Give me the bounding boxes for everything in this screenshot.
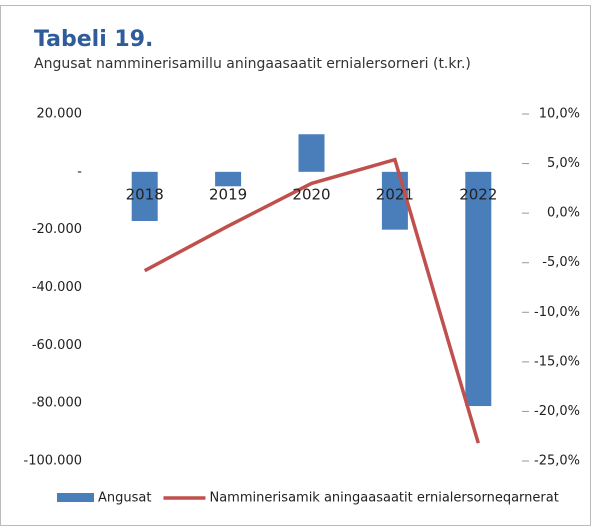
x-tick-label: 2020: [292, 185, 330, 203]
frame: [0, 5, 591, 526]
legend-swatch: [57, 493, 94, 502]
y-tick-label: -40.000: [32, 280, 82, 295]
chart-title: Tabeli 19.: [34, 27, 153, 52]
y2-tick-label: -10,0%: [534, 305, 580, 320]
y2-tick-label: 5,0%: [547, 156, 580, 171]
y-tick-label: -: [77, 164, 82, 179]
y-tick-label: -20.000: [32, 222, 82, 237]
legend-label: Namminerisamik aningaasaatit ernialersor…: [209, 491, 558, 506]
y-tick-label: -60.000: [32, 338, 82, 353]
y2-tick-label: -15,0%: [534, 354, 580, 369]
x-tick-label: 2018: [126, 185, 164, 203]
x-tick-label: 2021: [376, 185, 414, 203]
bar: [131, 171, 158, 221]
x-tick-label: 2022: [459, 185, 497, 203]
bar: [381, 171, 408, 230]
y2-tick-label: 10,0%: [539, 107, 580, 122]
bar: [298, 134, 325, 172]
legend-label: Angusat: [98, 491, 151, 506]
y-tick-label: -100.000: [24, 454, 82, 469]
y2-tick-label: -5,0%: [542, 255, 580, 270]
y2-tick-label: 0,0%: [547, 206, 580, 221]
bar: [465, 171, 492, 407]
y2-tick-label: -25,0%: [534, 454, 580, 469]
y-tick-label: -80.000: [32, 396, 82, 411]
y-tick-label: 20.000: [37, 107, 83, 122]
y2-tick-label: -20,0%: [534, 404, 580, 419]
chart-subtitle: Angusat namminerisamillu aningaasaatit e…: [34, 56, 471, 72]
x-tick-label: 2019: [209, 185, 247, 203]
line: [143, 157, 480, 444]
bar: [215, 171, 242, 187]
